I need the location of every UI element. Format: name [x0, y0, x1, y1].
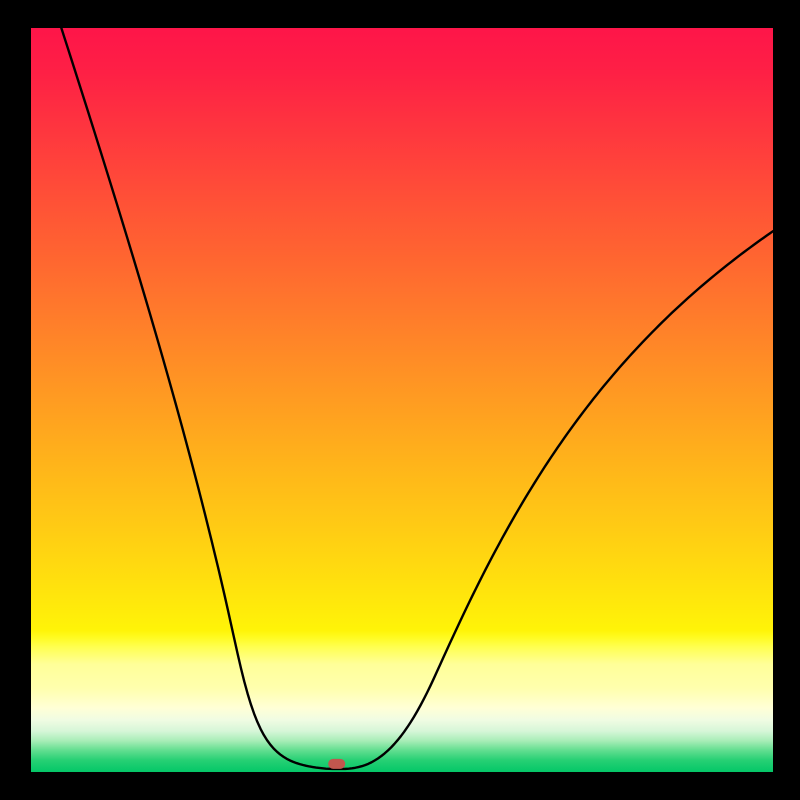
figure-outer: TheBottleneck.com — [0, 0, 800, 800]
bottleneck-curve-chart — [0, 0, 800, 800]
sweet-spot-marker — [328, 759, 345, 769]
